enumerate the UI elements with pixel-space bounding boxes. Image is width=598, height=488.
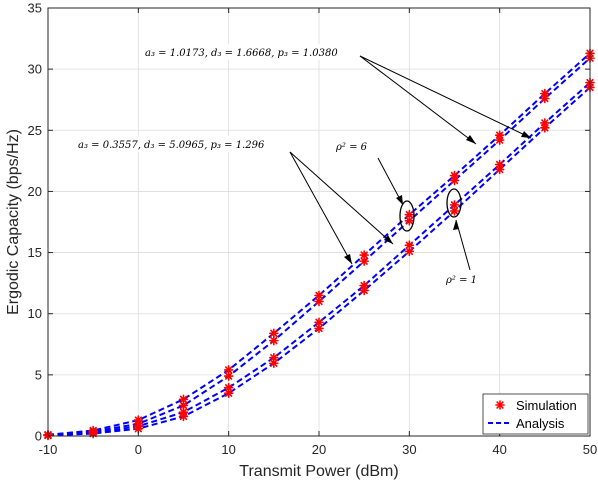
- annotation-lower-params: a₃ = 0.3557, d₃ = 5.0965, p₃ = 1.296: [78, 140, 265, 151]
- y-tick-label: 10: [28, 306, 42, 321]
- arrowhead-upper-2: [521, 131, 531, 138]
- arrow-upper-1: [359, 55, 477, 145]
- simulation-point-s2-7: [359, 256, 369, 266]
- arrowhead-upper-1: [466, 135, 476, 144]
- simulation-point-s4-7: [359, 285, 369, 296]
- simulation-point-s2-11: [540, 93, 550, 104]
- y-tick-label: 5: [35, 367, 42, 382]
- ellipse-rho-1: [446, 188, 462, 218]
- annotation-rho-1: ρ² = 1: [445, 275, 477, 286]
- y-tick-label: 30: [28, 62, 42, 77]
- x-tick-label: 10: [221, 442, 235, 457]
- simulation-point-s4-11: [540, 123, 550, 133]
- simulation-point-s2-9: [449, 175, 460, 186]
- legend-analysis-label: Analysis: [516, 416, 565, 431]
- simulation-point-s4-3: [178, 411, 189, 422]
- ellipse-rho-6: [399, 200, 415, 232]
- arrow-upper-2: [359, 55, 532, 139]
- x-tick-label: 0: [135, 442, 142, 457]
- y-tick-label: 20: [28, 184, 42, 199]
- arrowhead-lower-2: [384, 235, 393, 244]
- simulation-point-s4-6: [314, 323, 324, 334]
- simulation-point-s3-8: [404, 240, 415, 251]
- x-tick-label: -10: [39, 442, 58, 457]
- simulation-point-s1-7: [359, 250, 369, 260]
- arrowhead-rho-6: [396, 195, 403, 205]
- axis-ticks: [47, 7, 591, 437]
- simulation-point-s4-2: [133, 423, 144, 434]
- simulation-point-s2-10: [494, 135, 505, 145]
- arrow-lower-2: [289, 151, 394, 245]
- legend-simulation-marker: [495, 400, 505, 410]
- x-tick-labels: -10 0 10 20 30 40 50: [39, 442, 598, 457]
- simulation-point-s2-4: [223, 371, 234, 381]
- legend-simulation-star: [495, 400, 505, 410]
- x-tick-label: 30: [402, 442, 416, 457]
- simulation-point-s2-8: [404, 215, 415, 226]
- annotation-rho-6: ρ² = 6: [335, 142, 368, 153]
- x-axis-label: Transmit Power (dBm): [239, 463, 398, 480]
- y-tick-label: 15: [28, 245, 42, 260]
- simulation-point-s4-8: [404, 246, 415, 257]
- simulation-point-s4-9: [449, 206, 460, 216]
- legend-simulation-label: Simulation: [516, 398, 577, 413]
- simulation-point-s4-10: [494, 164, 505, 175]
- simulation-point-s1-4: [223, 365, 234, 375]
- annotation-upper-params: a₃ = 1.0173, d₃ = 1.6668, p₃ = 1.0380: [145, 48, 338, 59]
- arrowhead-rho-1: [453, 220, 459, 230]
- x-tick-label: 50: [583, 442, 597, 457]
- simulation-point-s2-6: [314, 296, 324, 307]
- x-tick-label: 40: [492, 442, 506, 457]
- simulation-point-s4-4: [223, 388, 234, 399]
- simulation-point-s2-5: [269, 335, 279, 346]
- legend: Simulation Analysis: [482, 393, 589, 435]
- y-tick-labels: 0 5 10 15 20 25 30 35: [28, 1, 42, 444]
- x-tick-label: 20: [312, 442, 326, 457]
- simulation-point-s4-5: [269, 358, 279, 369]
- y-tick-label: 0: [35, 429, 42, 444]
- y-tick-label: 25: [28, 123, 42, 138]
- y-axis-label: Ergodic Capacity (bps/Hz): [5, 129, 22, 315]
- y-tick-label: 35: [28, 1, 42, 16]
- arrow-lower-1: [289, 151, 353, 265]
- annotations: a₃ = 1.0173, d₃ = 1.6668, p₃ = 1.0380 a₃…: [75, 44, 532, 286]
- arrowhead-lower-1: [344, 254, 352, 264]
